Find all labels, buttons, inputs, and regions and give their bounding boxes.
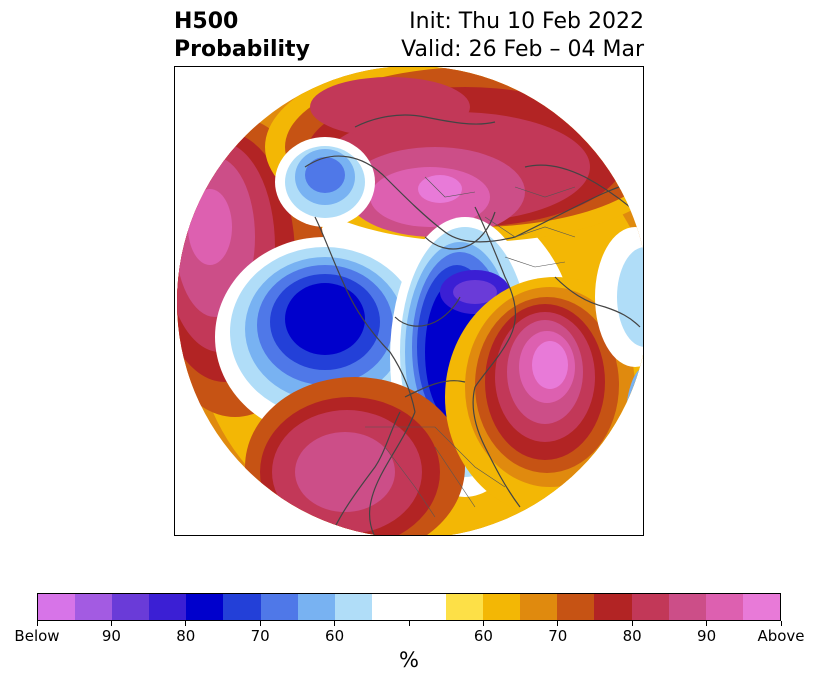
borders: [365, 176, 576, 518]
colorbar-tick-label: 60: [473, 627, 493, 645]
colorbar-tick-label: 90: [697, 627, 717, 645]
colorbar-swatch: [297, 594, 335, 620]
colorbar-swatch: [223, 594, 261, 620]
colorbar-tick: [36, 621, 38, 626]
probability-map: [177, 67, 643, 535]
init-date: Init: Thu 10 Feb 2022: [409, 9, 644, 34]
colorbar-tick: [110, 621, 112, 626]
colorbar: [37, 593, 781, 621]
colorbar-tick: [185, 621, 187, 626]
colorbar-tick-center: [408, 621, 410, 626]
colorbar-tick-label: 70: [548, 627, 568, 645]
colorbar-swatch: [668, 594, 706, 620]
colorbar-swatch: [334, 594, 372, 620]
colorbar-swatch: [705, 594, 743, 620]
ridge-siberia: [265, 67, 643, 242]
coastlines: [304, 114, 641, 535]
colorbar-tick: [631, 621, 633, 626]
colorbar-tick-label: Below: [14, 627, 60, 645]
colorbar-swatch: [371, 594, 409, 620]
title-type: Probability: [174, 37, 310, 62]
colorbar-swatch: [408, 594, 447, 620]
colorbar-unit-label: %: [399, 648, 419, 672]
colorbar-tick-label: 80: [176, 627, 196, 645]
colorbar-swatch: [260, 594, 298, 620]
colorbar-swatch: [186, 594, 224, 620]
map-title-left: H500 Probability: [174, 8, 310, 64]
colorbar-swatch: [446, 594, 484, 620]
colorbar-swatch: [631, 594, 669, 620]
colorbar-swatch: [38, 594, 76, 620]
colorbar-tick-label: 70: [250, 627, 270, 645]
colorbar-tick: [780, 621, 782, 626]
title-variable: H500: [174, 9, 239, 34]
colorbar-tick: [334, 621, 336, 626]
colorbar-tick-label: Above: [757, 627, 805, 645]
map-frame: [174, 66, 644, 536]
colorbar-tick-label: 90: [101, 627, 121, 645]
colorbar-swatch: [483, 594, 521, 620]
colorbar-tick: [482, 621, 484, 626]
colorbar-swatch: [149, 594, 187, 620]
colorbar-tick: [706, 621, 708, 626]
colorbar-tick-label: 60: [325, 627, 345, 645]
colorbar-swatch: [75, 594, 113, 620]
valid-range: Valid: 26 Feb – 04 Mar: [401, 37, 644, 62]
colorbar-swatch: [594, 594, 632, 620]
colorbar-swatch: [112, 594, 150, 620]
trough-east-asia: [275, 137, 375, 227]
trough-north-pacific: [215, 237, 435, 437]
map-title-right: Init: Thu 10 Feb 2022 Valid: 26 Feb – 04…: [401, 8, 644, 64]
colorbar-swatch: [520, 594, 558, 620]
colorbar-tick: [557, 621, 559, 626]
colorbar-tick-label: 80: [622, 627, 642, 645]
colorbar-tick: [259, 621, 261, 626]
colorbar-swatch: [557, 594, 595, 620]
colorbar-swatch: [742, 594, 780, 620]
